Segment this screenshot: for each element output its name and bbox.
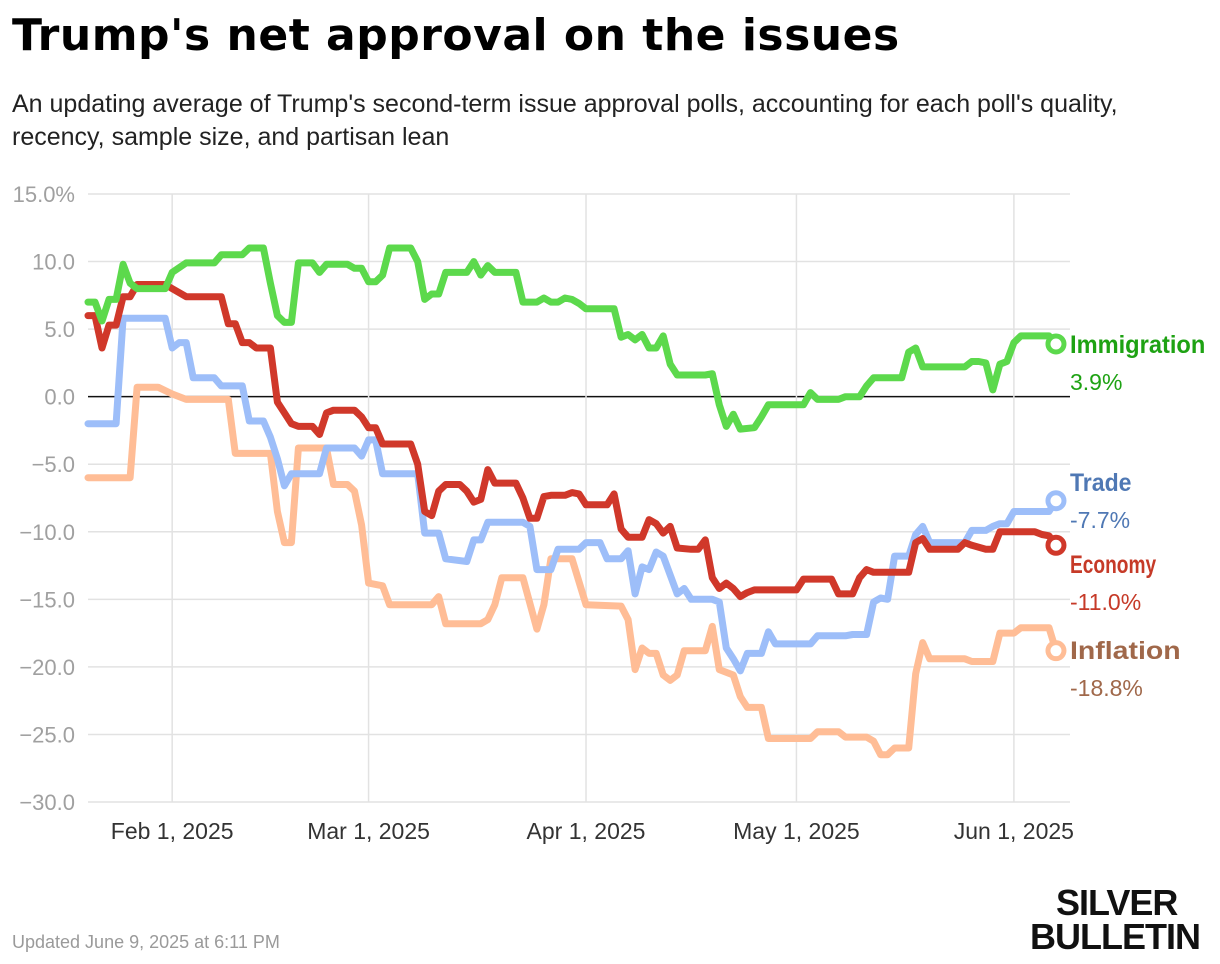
series-line-inflation — [84, 383, 1060, 759]
y-tick-label: −20.0 — [19, 655, 75, 680]
series-line-economy — [84, 281, 1060, 601]
end-marker-inflation — [1045, 640, 1067, 662]
end-marker-economy — [1045, 534, 1067, 556]
logo-line-2: BULLETIN — [1030, 916, 1201, 957]
y-tick-label: −10.0 — [19, 520, 75, 545]
chart-subtitle: An updating average of Trump's second-te… — [12, 90, 1118, 151]
y-tick-label: −25.0 — [19, 722, 75, 747]
end-marker-immigration — [1045, 333, 1067, 355]
end-marker-trade — [1045, 490, 1067, 512]
series-label-trade: Trade — [1070, 469, 1132, 497]
y-tick-label: 0.0 — [44, 385, 75, 410]
series-label-immigration: Immigration — [1070, 331, 1205, 359]
series-value-economy: -11.0% — [1070, 589, 1141, 615]
grid-layer — [88, 193, 1070, 803]
x-tick-label: Apr 1, 2025 — [527, 818, 646, 844]
brand-logo: SILVER BULLETIN — [1030, 882, 1215, 957]
series-value-inflation: -18.8% — [1070, 675, 1143, 701]
series-label-economy: Economy — [1070, 551, 1156, 579]
y-tick-label: −5.0 — [32, 452, 75, 477]
x-tick-label: Mar 1, 2025 — [307, 818, 430, 844]
y-tick-label: 15.0% — [13, 182, 75, 207]
y-tick-label: 10.0 — [32, 250, 75, 275]
axis-layer: 15.0% 10.0 5.0 0.0 −5.0 −10.0 −15.0 −20.0 −25.0 −… — [13, 182, 1074, 844]
x-tick-label: Jun 1, 2025 — [954, 818, 1074, 844]
y-tick-label: −15.0 — [19, 587, 75, 612]
series-line-trade — [84, 314, 1060, 675]
series-value-immigration: 3.9% — [1070, 369, 1122, 395]
updated-timestamp: Updated June 9, 2025 at 6:11 PM — [12, 932, 280, 952]
chart-title: Trump's net approval on the issues — [12, 10, 900, 61]
x-tick-label: May 1, 2025 — [733, 818, 860, 844]
logo-line-1: SILVER — [1056, 882, 1178, 923]
series-layer — [84, 244, 1067, 759]
series-label-inflation: Inflation — [1070, 637, 1181, 665]
series-line-immigration — [84, 244, 1060, 433]
y-tick-label: −30.0 — [19, 790, 75, 815]
series-value-trade: -7.7% — [1070, 507, 1130, 533]
y-tick-label: 5.0 — [44, 317, 75, 342]
label-layer: Inflation -18.8% Trade -7.7% Economy -11.0% Im… — [1070, 331, 1205, 701]
x-tick-label: Feb 1, 2025 — [111, 818, 234, 844]
